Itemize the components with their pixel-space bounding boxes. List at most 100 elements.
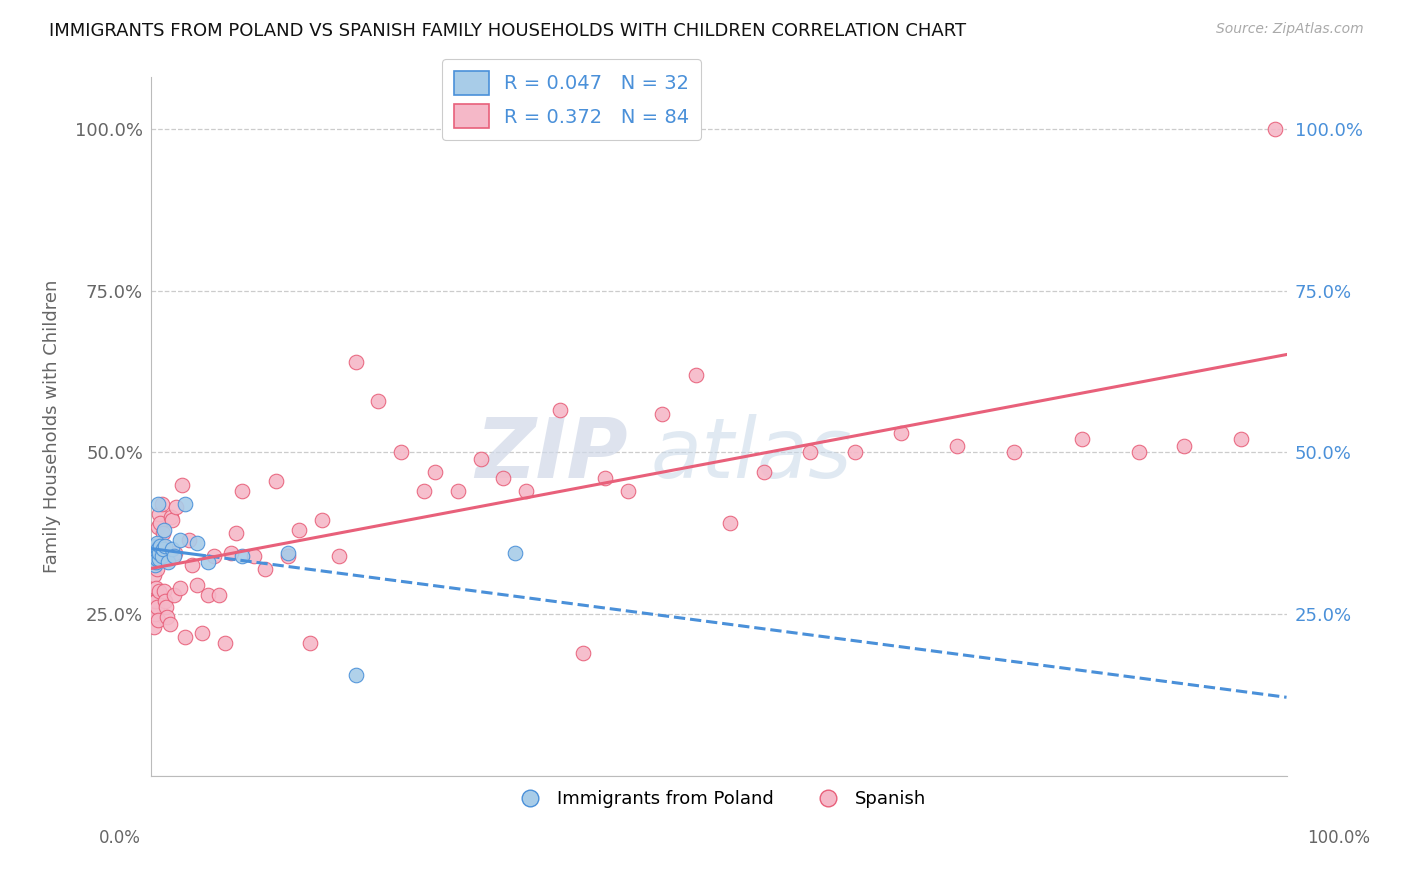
Point [1128, 445, 1150, 459]
Point [165, 500, 187, 515]
Point [157, 552, 180, 566]
Point [181, 558, 204, 573]
Point [146, 519, 169, 533]
Point [1230, 433, 1253, 447]
Text: atlas: atlas [651, 414, 852, 495]
Point [142, 545, 165, 559]
Point [367, 393, 389, 408]
Point [174, 497, 197, 511]
Point [143, 549, 166, 563]
Point [197, 588, 219, 602]
Point [1002, 445, 1025, 459]
Point [153, 594, 176, 608]
Point [231, 549, 253, 563]
Point [141, 549, 163, 563]
Point [288, 523, 311, 537]
Point [685, 368, 707, 382]
Point [146, 536, 169, 550]
Point [148, 545, 170, 559]
Point [142, 620, 165, 634]
Point [148, 552, 170, 566]
Point [277, 549, 299, 563]
Point [143, 558, 166, 573]
Point [170, 477, 193, 491]
Point [503, 545, 526, 559]
Point [145, 542, 167, 557]
Text: 0.0%: 0.0% [98, 829, 141, 847]
Point [946, 439, 969, 453]
Point [174, 630, 197, 644]
Point [177, 533, 200, 547]
Point [150, 497, 173, 511]
Point [146, 613, 169, 627]
Point [754, 465, 776, 479]
Point [145, 555, 167, 569]
Point [231, 484, 253, 499]
Point [145, 581, 167, 595]
Point [146, 600, 169, 615]
Y-axis label: Family Households with Children: Family Households with Children [44, 280, 60, 574]
Point [208, 588, 231, 602]
Point [214, 636, 236, 650]
Point [146, 552, 169, 566]
Point [145, 594, 167, 608]
Text: Source: ZipAtlas.com: Source: ZipAtlas.com [1216, 22, 1364, 37]
Point [148, 584, 170, 599]
Point [143, 594, 166, 608]
Point [145, 545, 167, 559]
Point [146, 562, 169, 576]
Text: IMMIGRANTS FROM POLAND VS SPANISH FAMILY HOUSEHOLDS WITH CHILDREN CORRELATION CH: IMMIGRANTS FROM POLAND VS SPANISH FAMILY… [49, 22, 966, 40]
Text: ZIP: ZIP [475, 414, 628, 495]
Point [328, 549, 350, 563]
Point [152, 542, 174, 557]
Point [146, 542, 169, 557]
Point [153, 523, 176, 537]
Point [152, 526, 174, 541]
Point [142, 568, 165, 582]
Point [571, 646, 593, 660]
Point [651, 407, 673, 421]
Point [143, 542, 166, 557]
Point [595, 471, 617, 485]
Point [844, 445, 866, 459]
Point [142, 555, 165, 569]
Point [718, 516, 741, 531]
Point [344, 355, 367, 369]
Point [153, 584, 176, 599]
Point [165, 545, 187, 559]
Point [202, 549, 225, 563]
Point [492, 471, 515, 485]
Point [145, 555, 167, 569]
Point [141, 552, 163, 566]
Point [143, 607, 166, 621]
Point [169, 581, 191, 595]
Point [148, 507, 170, 521]
Point [344, 668, 367, 682]
Point [159, 616, 181, 631]
Point [617, 484, 640, 499]
Point [142, 600, 165, 615]
Point [159, 510, 181, 524]
Point [156, 610, 179, 624]
Point [146, 542, 169, 557]
Point [157, 555, 180, 569]
Point [264, 475, 287, 489]
Point [186, 578, 208, 592]
Point [169, 533, 191, 547]
Point [143, 549, 166, 563]
Point [423, 465, 446, 479]
Point [447, 484, 470, 499]
Text: 100.0%: 100.0% [1308, 829, 1369, 847]
Point [470, 451, 492, 466]
Point [149, 516, 172, 531]
Point [143, 539, 166, 553]
Point [149, 549, 172, 563]
Point [163, 549, 186, 563]
Point [146, 549, 169, 563]
Point [197, 555, 219, 569]
Point [191, 626, 214, 640]
Point [225, 526, 247, 541]
Point [146, 497, 169, 511]
Point [253, 562, 276, 576]
Point [1071, 433, 1094, 447]
